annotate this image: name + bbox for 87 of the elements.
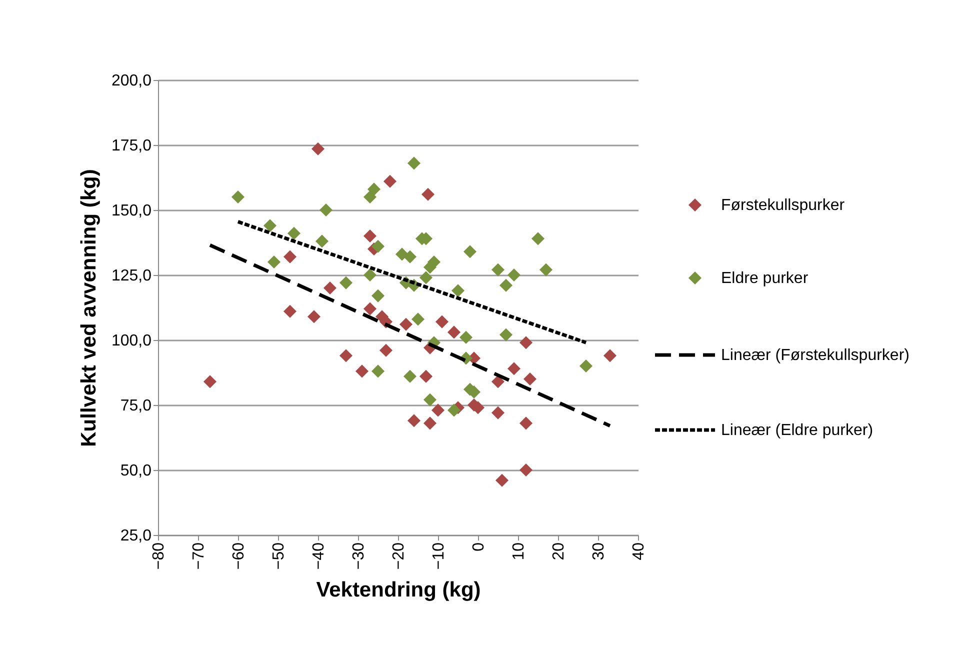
point: [363, 268, 377, 282]
point: [421, 188, 435, 201]
y-tick-label: 50,0: [120, 462, 152, 480]
point: [407, 414, 421, 428]
point: [399, 318, 413, 331]
point: [311, 142, 325, 156]
point: [355, 364, 369, 378]
point: [431, 404, 445, 417]
point: [519, 416, 533, 430]
point: [531, 232, 545, 246]
y-tick-label: 100,0: [111, 332, 152, 350]
point: [459, 330, 473, 344]
point: [407, 156, 421, 170]
legend-label: Eldre purker: [721, 270, 809, 287]
point: [499, 328, 513, 342]
point: [315, 234, 329, 248]
point: [603, 349, 617, 362]
point: [419, 370, 433, 383]
point: [379, 344, 393, 357]
point: [363, 229, 377, 243]
point: [523, 372, 537, 386]
point: [463, 245, 477, 258]
point: [491, 263, 505, 276]
point: [411, 312, 425, 326]
point: [371, 289, 385, 302]
x-tick-label: 10: [510, 542, 528, 560]
point: [491, 406, 505, 420]
point: [283, 250, 297, 264]
y-tick-label: 75,0: [120, 398, 152, 414]
point: [231, 190, 245, 204]
legend-label: Lineær (Førstekullspurker): [721, 347, 910, 364]
y-tick-label: 200,0: [111, 72, 152, 90]
point: [447, 326, 461, 339]
y-axis-title: Kullvekt ved avvenning (kg): [77, 169, 100, 447]
point: [307, 310, 321, 324]
x-tick-label: −40: [310, 542, 328, 570]
point: [367, 182, 381, 196]
point: [427, 255, 441, 269]
x-tick-label: 30: [590, 542, 608, 560]
point: [287, 226, 301, 240]
point: [403, 370, 417, 383]
y-tick-label: 125,0: [111, 268, 152, 284]
point: [579, 359, 593, 373]
point: [283, 304, 297, 318]
point: [507, 268, 521, 282]
point: [339, 276, 353, 290]
point: [339, 349, 353, 362]
point: [495, 474, 509, 487]
point: [363, 190, 377, 204]
point: [435, 315, 449, 328]
x-tick-label: −30: [350, 542, 368, 570]
point: [267, 255, 281, 269]
y-tick-label: 150,0: [111, 202, 152, 220]
point: [519, 463, 533, 477]
point: [423, 416, 437, 430]
y-tick-label: 175,0: [111, 138, 152, 154]
legend-label: Lineær (Eldre purker): [721, 422, 874, 439]
point: [423, 393, 437, 406]
point: [447, 404, 461, 417]
point: [371, 364, 385, 378]
x-tick-label: −60: [230, 542, 248, 570]
x-tick-label: 20: [550, 542, 568, 560]
point: [203, 375, 217, 388]
point: [507, 362, 521, 376]
x-axis-title: Vektendring (kg): [316, 578, 481, 602]
point: [519, 336, 533, 350]
point: [451, 284, 465, 298]
legend-label: Førstekullspurker: [721, 197, 846, 214]
point: [263, 219, 277, 232]
x-tick-label: 40: [630, 542, 648, 560]
x-tick-label: −10: [430, 542, 448, 570]
point: [323, 281, 337, 295]
x-tick-label: −50: [270, 542, 288, 570]
point: [499, 278, 513, 292]
point: [419, 271, 433, 284]
point: [403, 250, 417, 264]
point: [539, 263, 553, 276]
point: [371, 240, 385, 253]
point: [491, 375, 505, 388]
point: [319, 203, 333, 217]
x-tick-label: 0: [470, 542, 488, 552]
point: [383, 174, 397, 188]
x-tick-label: −80: [150, 542, 168, 570]
point: [363, 302, 377, 316]
x-tick-label: −20: [390, 542, 408, 570]
y-tick-label: 25,0: [120, 528, 152, 544]
x-tick-label: −70: [190, 542, 208, 570]
